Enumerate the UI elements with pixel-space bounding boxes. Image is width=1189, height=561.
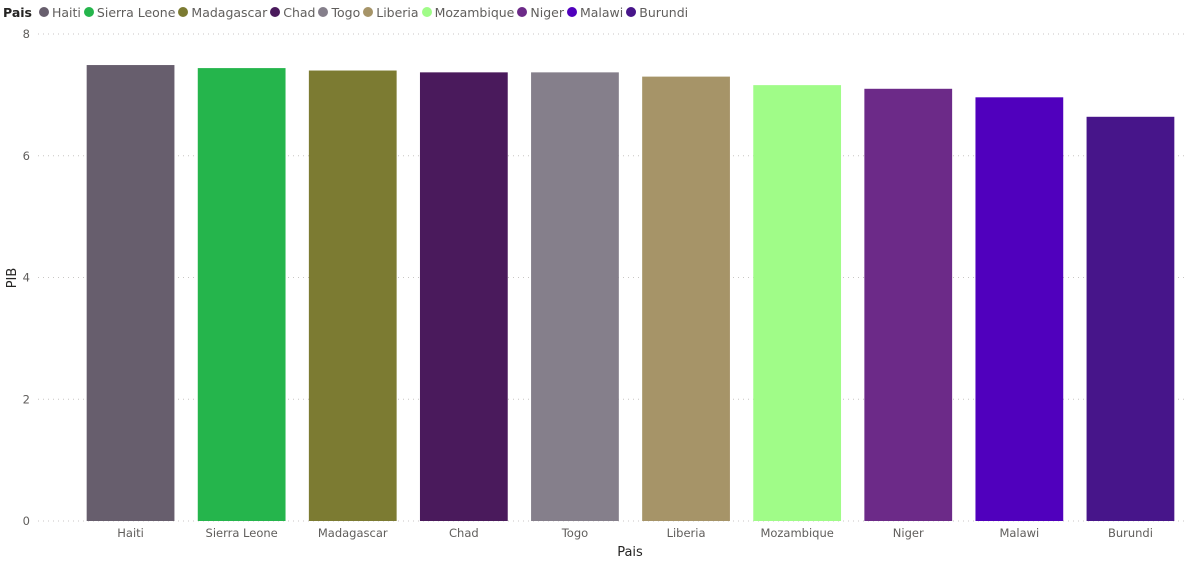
bars bbox=[86, 65, 1175, 522]
y-axis-title: PIB bbox=[5, 268, 20, 289]
y-axis-ticks: 0 2 4 6 8 bbox=[23, 27, 30, 528]
legend-item[interactable]: Togo bbox=[318, 5, 360, 20]
legend-label: Sierra Leone bbox=[96, 4, 176, 20]
x-tick-label: Niger bbox=[893, 526, 924, 540]
legend-item[interactable]: Sierra Leone bbox=[83, 4, 176, 20]
legend-item[interactable]: Liberia bbox=[363, 4, 419, 20]
bar[interactable] bbox=[1086, 116, 1175, 521]
legend-swatch bbox=[517, 7, 528, 17]
x-tick-label: Chad bbox=[449, 526, 479, 540]
legend-item[interactable]: Burundi bbox=[626, 5, 688, 20]
legend-swatch bbox=[626, 7, 637, 17]
bar[interactable] bbox=[753, 85, 842, 521]
x-tick-label: Liberia bbox=[667, 526, 706, 540]
bar[interactable] bbox=[975, 97, 1064, 521]
legend-title: Pais bbox=[3, 4, 32, 20]
x-tick-label: Madagascar bbox=[318, 526, 388, 540]
y-tick-label: 6 bbox=[23, 149, 30, 163]
x-tick-label: Mozambique bbox=[760, 526, 833, 540]
legend-swatch bbox=[318, 7, 329, 17]
legend-label: Burundi bbox=[639, 4, 689, 20]
legend-label: Malawi bbox=[579, 4, 624, 20]
bar[interactable] bbox=[642, 76, 730, 522]
legend-item[interactable]: Niger bbox=[517, 5, 564, 20]
x-axis-ticks: Haiti Sierra Leone Madagascar Chad Togo Liber… bbox=[117, 526, 1153, 540]
legend-label: Madagascar bbox=[191, 4, 268, 20]
legend-item[interactable]: Madagascar bbox=[178, 5, 267, 20]
bar[interactable] bbox=[308, 70, 397, 522]
bar[interactable] bbox=[197, 68, 286, 521]
bar[interactable] bbox=[86, 65, 175, 521]
y-tick-label: 2 bbox=[23, 392, 30, 406]
legend-item[interactable]: Malawi bbox=[566, 4, 624, 20]
x-tick-label: Togo bbox=[561, 526, 588, 540]
legend-item[interactable]: Chad bbox=[270, 5, 315, 20]
legend-label: Haiti bbox=[52, 4, 81, 20]
x-tick-label: Sierra Leone bbox=[206, 526, 278, 540]
legend-label: Togo bbox=[331, 4, 361, 20]
legend-item[interactable]: Mozambique bbox=[421, 4, 515, 20]
legend-swatch bbox=[363, 7, 374, 17]
bar[interactable] bbox=[864, 88, 953, 521]
x-tick-label: Burundi bbox=[1108, 526, 1153, 540]
bar[interactable] bbox=[419, 72, 508, 521]
y-tick-label: 0 bbox=[23, 514, 30, 528]
x-axis-title: Pais bbox=[617, 545, 643, 560]
legend-swatch bbox=[83, 7, 94, 17]
legend-swatch bbox=[39, 7, 49, 17]
legend-label: Chad bbox=[283, 4, 316, 20]
legend-label: Niger bbox=[530, 4, 564, 20]
x-tick-label: Haiti bbox=[117, 526, 144, 540]
legend-item[interactable]: Haiti bbox=[39, 5, 81, 20]
legend-swatch bbox=[566, 7, 577, 17]
legend-swatch bbox=[270, 7, 281, 17]
legend-swatch bbox=[178, 7, 189, 17]
y-tick-label: 4 bbox=[23, 271, 30, 285]
legend-swatch bbox=[421, 7, 432, 17]
legend-label: Mozambique bbox=[434, 4, 515, 20]
legend: Pais Haiti Sierra Leone Madagascar Chad Togo… bbox=[3, 3, 691, 21]
y-tick-label: 8 bbox=[23, 27, 30, 41]
bar[interactable] bbox=[531, 72, 619, 521]
x-tick-label: Malawi bbox=[999, 526, 1039, 540]
legend-label: Liberia bbox=[376, 4, 419, 20]
